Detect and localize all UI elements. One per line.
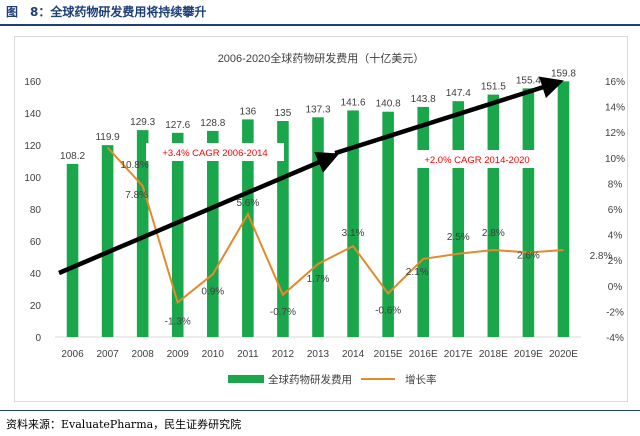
growth-rate-line <box>106 146 564 305</box>
bar-value-label: 155.4 <box>516 75 541 86</box>
y-right-tick-label: 12% <box>605 128 625 139</box>
y-left-tick-label: 60 <box>30 237 42 248</box>
y-left-tick-label: 120 <box>24 141 41 152</box>
x-tick-label: 2017E <box>444 349 473 360</box>
growth-rate-label: 7.8% <box>125 190 148 201</box>
growth-rate-label: 2.8% <box>590 251 613 262</box>
chart-frame: 2006-2020全球药物研发费用（十亿美元） 0 20 40 60 80 100 120 14… <box>14 36 628 402</box>
bar-value-label: 129.3 <box>130 117 155 128</box>
bar <box>487 94 500 337</box>
bar <box>101 145 114 337</box>
source-note: 资料来源：EvaluatePharma，民生证券研究院 <box>6 418 242 431</box>
chart-title: 2006-2020全球药物研发费用（十亿美元） <box>218 51 425 65</box>
figure-header: 图 8：全球药物研发费用将持续攀升 <box>0 0 640 26</box>
x-tick-label: 2006 <box>61 349 84 360</box>
y-right-tick-label: 6% <box>608 205 623 216</box>
bar-value-label: 159.8 <box>551 68 576 79</box>
x-tick-label: 2016E <box>409 349 438 360</box>
cagr-annotation-2014-2020-box <box>408 150 546 168</box>
y-left-tick-label: 20 <box>30 301 42 312</box>
x-tick-label: 2019E <box>514 349 543 360</box>
x-tick-label: 2013 <box>307 349 330 360</box>
growth-rate-label: -0.6% <box>375 305 401 316</box>
y-left-tick-label: 160 <box>24 77 41 88</box>
legend-label-line: 增长率 <box>405 373 437 386</box>
x-tick-label: 2007 <box>96 349 119 360</box>
y-left-tick-label: 0 <box>35 333 41 344</box>
bar-value-label: 136 <box>240 106 257 117</box>
bar-value-label: 127.6 <box>165 120 190 131</box>
x-tick-label: 2012 <box>272 349 295 360</box>
x-tick-label: 2015E <box>374 349 403 360</box>
x-tick-label: 2020E <box>549 349 578 360</box>
growth-rate-label: 10.8% <box>120 160 148 171</box>
bar-value-label: 108.2 <box>60 151 85 162</box>
x-tick-label: 2009 <box>167 349 190 360</box>
y-right-tick-label: -4% <box>606 333 624 344</box>
y-left-tick-label: 100 <box>24 173 41 184</box>
y-left-tick-label: 140 <box>24 109 41 120</box>
growth-rate-label: 3.1% <box>342 228 365 239</box>
bar-value-label: 147.4 <box>446 88 471 99</box>
figure-title: 图 8：全球药物研发费用将持续攀升 <box>6 5 207 19</box>
bar <box>347 110 359 337</box>
growth-rate-label: 2.1% <box>406 267 429 278</box>
y-right-tick-label: 10% <box>605 154 625 165</box>
bar-value-label: 151.5 <box>481 82 506 93</box>
bar-value-label: 140.8 <box>376 99 401 110</box>
y-right-tick-label: 16% <box>605 77 625 88</box>
y-right-tick-label: 8% <box>608 179 623 190</box>
y-right-tick-label: 0% <box>608 282 623 293</box>
bar <box>66 163 79 337</box>
growth-rate-label: 2.5% <box>447 232 470 243</box>
bar-value-label: 137.3 <box>305 104 330 115</box>
y-right-tick-label: 14% <box>605 103 625 114</box>
x-tick-label: 2010 <box>202 349 225 360</box>
y-right-tick-label: 4% <box>608 231 623 242</box>
bar <box>522 88 535 337</box>
growth-rate-label: -0.7% <box>270 307 296 318</box>
bar <box>242 119 254 338</box>
y-left-tick-label: 40 <box>30 269 42 280</box>
cagr-annotation-2006-2014-box <box>146 143 284 161</box>
bar <box>417 106 429 337</box>
bar <box>382 111 394 337</box>
cagr-annotation-2014-2020: +2.0% CAGR 2014-2020 <box>424 155 529 166</box>
legend-swatch-bar <box>228 375 264 383</box>
chart-canvas: 2006-2020全球药物研发费用（十亿美元） 0 20 40 60 80 100 120 14… <box>24 51 625 386</box>
y-right-tick-label: -2% <box>606 307 624 318</box>
cagr-arrow-2006-2014 <box>58 152 340 276</box>
bar <box>207 130 219 337</box>
growth-rate-label: 1.7% <box>307 274 330 285</box>
bar <box>136 130 149 337</box>
x-tick-label: 2014 <box>342 349 365 360</box>
growth-rate-label: -1.3% <box>165 316 191 327</box>
bar <box>312 117 324 337</box>
growth-rate-label: 5.6% <box>236 198 259 209</box>
cagr-arrow-2014-2020 <box>334 76 564 156</box>
bar <box>452 101 465 337</box>
x-tick-label: 2018E <box>479 349 508 360</box>
bar-value-label: 143.8 <box>411 94 436 105</box>
bar-value-label: 119.9 <box>95 132 120 143</box>
growth-rate-label: 2.8% <box>482 228 505 239</box>
x-tick-label: 2011 <box>237 349 259 360</box>
y-right-tick-label: 2% <box>608 256 623 267</box>
y-left-tick-label: 80 <box>30 205 42 216</box>
growth-rate-label: 2.6% <box>517 251 540 262</box>
bar <box>277 121 289 337</box>
bar-value-label: 141.6 <box>341 97 366 108</box>
legend-label-bar: 全球药物研发费用 <box>268 373 352 386</box>
x-tick-label: 2008 <box>132 349 155 360</box>
bar-value-label: 135 <box>275 108 292 119</box>
growth-rate-label: 0.9% <box>201 286 224 297</box>
source-divider <box>0 410 640 411</box>
bar <box>557 81 570 337</box>
cagr-annotation-2006-2014: +3.4% CAGR 2006-2014 <box>162 148 267 159</box>
bar <box>171 132 184 337</box>
bar-value-label: 128.8 <box>200 118 225 129</box>
